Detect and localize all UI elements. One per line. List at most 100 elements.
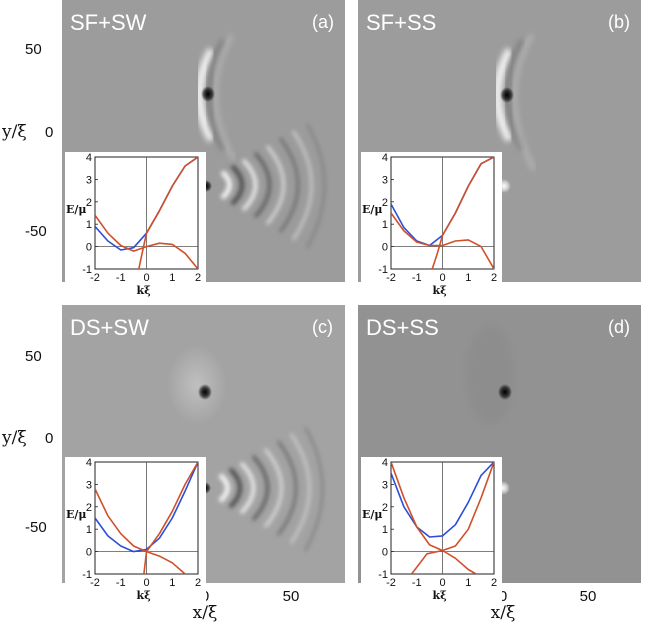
wake-ripples — [220, 123, 326, 249]
inset-y-tick: 1 — [86, 524, 92, 536]
panel-title: DS+SW — [70, 315, 149, 340]
vortex-dark-spot — [498, 384, 512, 400]
inset-x-tick: 1 — [465, 577, 471, 589]
dispersion-curve — [391, 212, 494, 269]
y-axis-title: y/ξ — [1, 122, 27, 142]
panel-tag: (b) — [608, 12, 630, 32]
y-axis-top: 50 0 -50 y/ξ — [1, 41, 53, 240]
inset-x-tick: -2 — [386, 577, 396, 589]
inset-x-label: kξ — [137, 589, 152, 602]
inset-y-tick: -1 — [82, 264, 92, 276]
dispersion-curve — [410, 549, 477, 574]
panel-title: SF+SS — [366, 10, 436, 35]
inset-y-tick: 2 — [382, 502, 388, 514]
dispersion-curve — [143, 462, 198, 574]
inset-x-tick: -2 — [90, 272, 100, 284]
halo — [167, 345, 227, 425]
inset-x-tick: 0 — [143, 272, 149, 284]
panel-tag: (d) — [608, 317, 630, 337]
inset-x-tick: 0 — [439, 272, 445, 284]
dispersion-curve — [95, 214, 198, 269]
inset-x-label: kξ — [433, 589, 448, 602]
inset-y-tick: 0 — [86, 547, 92, 559]
inset-y-tick: 2 — [382, 197, 388, 209]
inset-y-tick: 0 — [86, 242, 92, 254]
inset-x-tick: 1 — [169, 577, 175, 589]
inset-y-tick: -1 — [378, 569, 388, 581]
inset-x-tick: 2 — [195, 272, 201, 284]
inset-y-label: E/μ — [66, 203, 86, 216]
inset-y-tick: -1 — [82, 569, 92, 581]
dispersion-curve — [138, 157, 198, 269]
inset-x-tick: -1 — [412, 272, 422, 284]
inset-y-tick: 3 — [86, 174, 92, 186]
panel-title: DS+SS — [366, 315, 439, 340]
inset-y-tick: 3 — [86, 479, 92, 491]
inset-y-label: E/μ — [66, 508, 86, 521]
bow-wave — [493, 47, 514, 143]
panel-tag: (c) — [312, 317, 333, 337]
inset-x-tick: 0 — [143, 577, 149, 589]
inset-y-tick: 4 — [382, 457, 388, 469]
inset-x-label: kξ — [137, 284, 152, 297]
y-tick: -50 — [25, 519, 47, 536]
inset-x-label: kξ — [433, 284, 448, 297]
inset-y-tick: 0 — [382, 242, 388, 254]
bow-wave — [213, 34, 236, 161]
dispersion-curve — [391, 462, 494, 538]
y-tick: -50 — [25, 223, 47, 240]
inset-y-tick: 4 — [86, 152, 92, 164]
inset-y-tick: 4 — [382, 152, 388, 164]
inset-x-tick: -1 — [116, 577, 126, 589]
y-tick: 50 — [25, 41, 42, 58]
inset-y-tick: 1 — [382, 524, 388, 536]
wake-ripples — [218, 426, 324, 552]
vortex-dark-spot — [500, 87, 514, 103]
vortex-dark-spot — [201, 86, 215, 102]
inset-y-tick: -1 — [378, 264, 388, 276]
x-tick: 50 — [580, 588, 597, 605]
inset-y-label: E/μ — [362, 508, 382, 521]
x-axis-title: x/ξ — [491, 603, 516, 623]
inset-y-tick: 0 — [382, 547, 388, 559]
inset-y-tick: 1 — [382, 219, 388, 231]
inset-x-tick: -1 — [412, 577, 422, 589]
inset-y-tick: 3 — [382, 174, 388, 186]
dispersion-curve — [95, 488, 186, 574]
x-tick: 50 — [283, 588, 300, 605]
bow-wave — [195, 47, 216, 143]
inset-x-tick: 2 — [195, 577, 201, 589]
inset-x-tick: 2 — [491, 272, 497, 284]
inset-x-tick: 1 — [465, 272, 471, 284]
inset-y-tick: 2 — [86, 197, 92, 209]
dispersion-curve — [431, 157, 494, 269]
x-axis-right: -50 0 50 x/ξ — [387, 588, 596, 623]
halo — [465, 325, 515, 425]
x-tick: 0 — [499, 588, 507, 605]
y-tick: 0 — [45, 124, 53, 141]
inset-x-tick: -2 — [90, 577, 100, 589]
y-axis-title: y/ξ — [1, 428, 27, 448]
inset-y-tick: 2 — [86, 502, 92, 514]
inset-x-tick: 1 — [169, 272, 175, 284]
inset-x-tick: 0 — [439, 577, 445, 589]
vortex-dark-spot — [198, 384, 212, 400]
inset-x-tick: -1 — [116, 272, 126, 284]
y-tick: 0 — [45, 430, 53, 447]
panel-title: SF+SW — [70, 10, 147, 35]
inset-y-tick: 3 — [382, 479, 388, 491]
inset-y-tick: 4 — [86, 457, 92, 469]
y-tick: 50 — [25, 348, 42, 365]
y-axis-bottom: 50 0 -50 y/ξ — [1, 348, 53, 536]
dispersion-curve — [95, 462, 198, 553]
bow-wave — [512, 33, 536, 171]
panel-tag: (a) — [312, 12, 334, 32]
inset-x-tick: -2 — [386, 272, 396, 284]
inset-y-tick: 1 — [86, 219, 92, 231]
inset-y-label: E/μ — [362, 203, 382, 216]
